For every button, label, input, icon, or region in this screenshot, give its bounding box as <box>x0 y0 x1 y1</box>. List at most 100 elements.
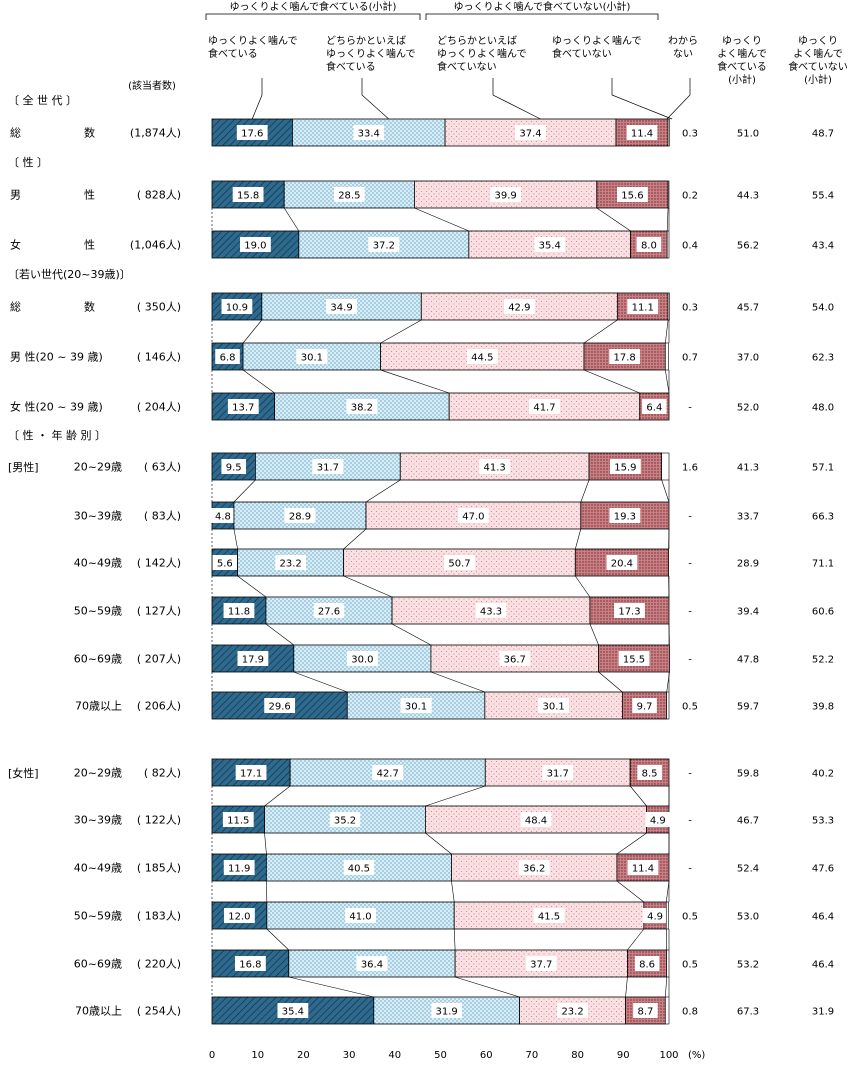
legend-label-4: 食べていない <box>552 47 612 60</box>
row-subtotal-yes: 47.8 <box>737 655 759 666</box>
bar-value-label: 5.6 <box>217 559 233 570</box>
x-tick-label: 40 <box>388 1050 401 1061</box>
row-subtotal-no: 47.6 <box>812 864 834 875</box>
bar-value-label: 41.0 <box>349 912 371 923</box>
section-header: 〔若い世代(20~39歳)〕 <box>8 268 131 281</box>
connector-line <box>451 881 454 902</box>
bar-value-label: 29.6 <box>269 702 291 713</box>
legend-leader-line <box>667 78 690 119</box>
row-subtotal-yes: 37.0 <box>737 353 759 364</box>
row-label: 30~39歳 <box>74 814 122 827</box>
bar-value-label: 31.9 <box>436 1007 458 1018</box>
connector-line <box>344 576 392 597</box>
bar-value-label: 11.5 <box>227 816 249 827</box>
row-label: 30~39歳 <box>74 510 122 523</box>
section-header: 〔 性 ・ 年 齢 別 〕 <box>8 428 106 442</box>
connector-line <box>599 672 623 692</box>
row-subtotal-no: 66.3 <box>812 512 834 523</box>
row-respondents: ( 828人) <box>137 189 181 202</box>
row-subtotal-no: 40.2 <box>812 769 834 780</box>
connector-line <box>617 881 644 902</box>
row-subtotal-yes: 33.7 <box>737 512 759 523</box>
connector-line <box>414 208 468 231</box>
bar-value-label: 28.9 <box>289 512 311 523</box>
bar-value-label: 6.8 <box>220 353 236 364</box>
legend-label-wakaranai: ない <box>673 48 693 60</box>
bar-value-label: 11.8 <box>228 607 250 618</box>
bar-segment-wakaranai <box>667 231 669 258</box>
row-label: 女 <box>10 238 21 252</box>
row-label: 50~59歳 <box>74 910 122 923</box>
connector-line <box>584 370 640 393</box>
row-respondents: (1,046人) <box>130 239 181 252</box>
bracket-eat-slowly <box>206 14 420 20</box>
bar-value-label: 17.1 <box>240 769 262 780</box>
subtotal-header-1: 食べている <box>717 60 767 73</box>
row-respondents: (1,874人) <box>130 127 181 140</box>
bar-value-label: 36.2 <box>523 864 545 875</box>
connector-line <box>294 672 347 692</box>
connector-line <box>425 786 485 806</box>
connector-line <box>344 529 366 549</box>
connector-line <box>665 320 668 343</box>
row-subtotal-yes: 52.4 <box>737 864 759 875</box>
x-tick-label: 80 <box>571 1050 584 1061</box>
row-label: 70歳以上 <box>75 700 122 713</box>
row-respondents: ( 254人) <box>137 1005 181 1018</box>
row-wakaranai: - <box>688 559 692 570</box>
connector-line <box>667 208 668 231</box>
x-tick-label: 20 <box>297 1050 310 1061</box>
bar-value-label: 36.4 <box>361 960 383 971</box>
bar-value-label: 15.8 <box>237 191 259 202</box>
connector-line <box>425 833 451 854</box>
bar-value-label: 17.6 <box>241 129 263 140</box>
x-tick-label: 60 <box>480 1050 493 1061</box>
row-subtotal-no: 53.3 <box>812 816 834 827</box>
row-wakaranai: - <box>688 512 692 523</box>
bar-value-label: 19.3 <box>614 512 636 523</box>
row-label: 総 <box>10 126 21 140</box>
bar-value-label: 15.6 <box>621 191 643 202</box>
legend-label-3: どちらかといえば <box>437 35 517 47</box>
legend-leader-line <box>612 78 672 119</box>
connector-line <box>575 529 580 549</box>
bar-value-label: 16.8 <box>239 960 261 971</box>
row-wakaranai: 0.2 <box>682 191 698 202</box>
bar-segment-wakaranai <box>667 950 669 977</box>
row-respondents: ( 183人) <box>137 910 181 923</box>
row-subtotal-yes: 46.7 <box>737 816 759 827</box>
bar-value-label: 15.9 <box>614 463 636 474</box>
row-subtotal-no: 57.1 <box>812 463 834 474</box>
connector-line <box>234 529 238 549</box>
legend-label-3: 食べていない <box>437 60 497 73</box>
bar-value-label: 40.5 <box>348 864 370 875</box>
row-respondents: ( 146人) <box>137 351 181 364</box>
connector-line <box>617 833 647 854</box>
bar-segment-wakaranai <box>666 902 668 929</box>
row-respondents: ( 142人) <box>137 557 181 570</box>
group-label: [男性] <box>8 460 39 474</box>
legend-label-2: ゆっくりよく噛んで <box>326 47 416 60</box>
bar-segment-wakaranai <box>668 181 669 208</box>
x-tick-label: 90 <box>617 1050 630 1061</box>
subtotal-header-1: ゆっくり <box>722 35 762 47</box>
connector-line <box>630 786 646 806</box>
connector-line <box>662 480 669 502</box>
bar-value-label: 4.9 <box>650 816 666 827</box>
row-wakaranai: - <box>688 816 692 827</box>
row-respondents: ( 63人) <box>144 461 181 474</box>
x-tick-label: 0 <box>209 1050 215 1061</box>
row-subtotal-yes: 44.3 <box>737 191 759 202</box>
bar-value-label: 20.4 <box>611 559 633 570</box>
connector-line <box>289 977 374 997</box>
bar-value-label: 19.0 <box>244 241 266 252</box>
bar-value-label: 9.7 <box>637 702 653 713</box>
bar-value-label: 4.9 <box>647 912 663 923</box>
row-wakaranai: 0.8 <box>682 1007 698 1018</box>
connector-line <box>454 929 455 950</box>
connector-line <box>234 480 255 502</box>
bar-value-label: 17.3 <box>618 607 640 618</box>
row-wakaranai: 0.7 <box>682 353 698 364</box>
bar-value-label: 39.9 <box>494 191 516 202</box>
row-label: 性 <box>84 238 95 252</box>
